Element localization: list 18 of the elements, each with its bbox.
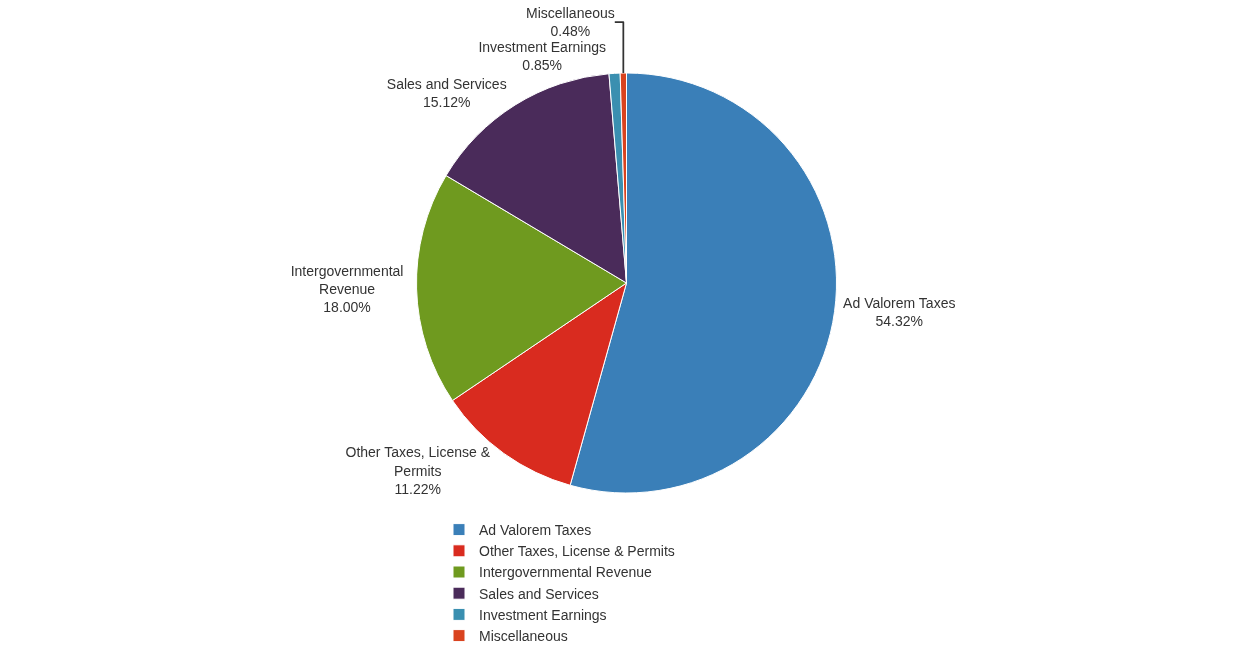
- legend-label: Ad Valorem Taxes: [479, 522, 592, 539]
- legend-label: Investment Earnings: [479, 606, 607, 623]
- data-label: 11.22%: [394, 480, 441, 497]
- slice-label: Ad Valorem Taxes: [843, 294, 956, 311]
- legend-label: Miscellaneous: [479, 628, 568, 645]
- data-label: 0.85%: [522, 57, 563, 74]
- legend-label: Sales and Services: [479, 585, 599, 602]
- slice-label: Investment Earnings: [478, 39, 607, 56]
- data-label: 0.48%: [550, 23, 591, 40]
- slice-label: Intergovernmental Revenue: [290, 262, 404, 297]
- data-label: 15.12%: [422, 93, 471, 110]
- slice-label: Sales and Services: [386, 75, 507, 92]
- slice-label: Other Taxes, License & Permits: [345, 444, 491, 479]
- data-label: 18.00%: [323, 299, 371, 316]
- slice-label: Miscellaneous: [526, 4, 615, 21]
- legend-label: Intergovernmental Revenue: [479, 564, 652, 581]
- data-label: 54.32%: [875, 312, 924, 329]
- legend-label: Other Taxes, License & Permits: [479, 543, 675, 560]
